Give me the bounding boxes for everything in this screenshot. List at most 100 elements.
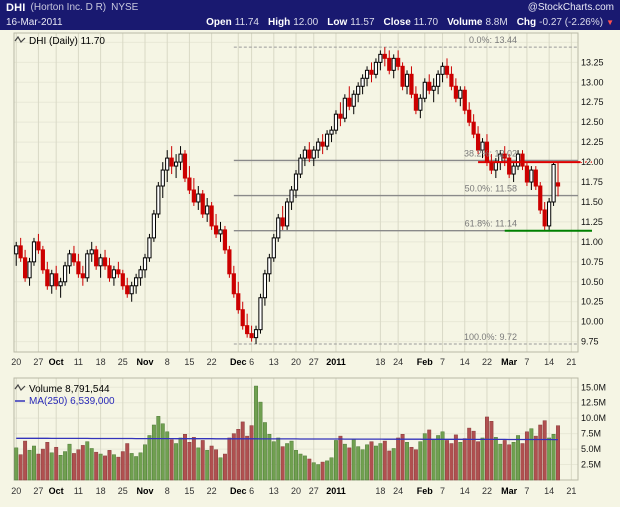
x-axis-label: 14: [544, 357, 554, 367]
candle-down: [320, 141, 325, 147]
volume-bar: [520, 443, 525, 481]
volume-bar: [116, 456, 121, 481]
volume-bar: [36, 453, 41, 481]
volume-bar: [262, 422, 267, 481]
volume-bar: [373, 445, 378, 481]
x-axis-label: 7: [524, 486, 529, 496]
candle-down: [213, 225, 219, 235]
x-axis-label: Dec: [230, 357, 247, 367]
candle-up: [173, 161, 179, 167]
candle-up: [31, 241, 37, 263]
candle-up: [285, 201, 290, 227]
candlesticks: [14, 47, 561, 345]
candle-up: [49, 273, 54, 287]
price-axis-label: 10.75: [581, 257, 604, 267]
x-axis-label: 11: [74, 486, 83, 496]
volume-bar: [547, 437, 552, 481]
candle-up: [316, 141, 321, 151]
volume-bar: [23, 440, 28, 481]
volume-bar: [524, 431, 529, 481]
field-label: Low: [327, 17, 348, 28]
candle-down: [231, 273, 236, 295]
volume-legend: Volume 8,791,544: [29, 384, 110, 395]
x-axis-label: 14: [460, 357, 470, 367]
candle-up: [529, 169, 534, 183]
fib-retracement-lines: [233, 46, 578, 345]
candle-down: [307, 149, 312, 159]
candle-up: [351, 93, 356, 107]
volume-bar: [45, 442, 50, 481]
candle-down: [107, 265, 112, 279]
price-axis-label: 10.00: [581, 317, 604, 327]
x-axis-label: Nov: [137, 357, 154, 367]
volume-bar: [471, 430, 476, 481]
candle-down: [338, 113, 343, 119]
x-axis-label: 25: [118, 486, 128, 496]
field-label: High: [268, 17, 291, 28]
x-axis-label: 6: [249, 357, 254, 367]
volume-axis-label: 15.0M: [581, 382, 606, 392]
x-axis-label: Oct: [49, 486, 64, 496]
volume-bar: [80, 445, 85, 481]
volume-bar: [209, 445, 214, 481]
candle-up: [111, 269, 117, 279]
volume-bar: [396, 437, 401, 481]
candle-down: [444, 65, 450, 75]
price-axis-label: 11.00: [581, 237, 603, 247]
candle-up: [422, 81, 427, 99]
candle-up: [302, 149, 307, 159]
candle-down: [187, 177, 192, 191]
volume-bar: [40, 448, 45, 481]
volume-bar: [196, 447, 201, 481]
volume-bar: [427, 429, 432, 481]
x-axis-label: 7: [440, 357, 445, 367]
x-axis-label: 25: [118, 357, 128, 367]
x-axis-label: 11: [74, 357, 83, 367]
stockcharts-credit: @StockCharts.com: [527, 2, 614, 13]
candle-down: [18, 245, 23, 259]
candle-up: [62, 265, 68, 283]
volume-bar: [400, 434, 405, 481]
candle-up: [293, 173, 299, 191]
quote-high: High 12.00: [268, 17, 318, 28]
volume-bar: [342, 443, 347, 481]
candle-down: [467, 109, 472, 123]
x-axis-label: 27: [309, 486, 319, 496]
volume-bar: [85, 441, 90, 481]
volume-bar: [382, 440, 387, 481]
candle-down: [102, 257, 108, 267]
x-axis-label: 20: [291, 486, 301, 496]
volume-bar: [183, 434, 187, 481]
candle-up: [89, 249, 94, 255]
volume-bar: [516, 435, 520, 481]
volume-axis-label: 5.0M: [581, 444, 601, 454]
volume-bar: [302, 455, 307, 481]
volume-bar: [285, 443, 290, 481]
volume-bar: [316, 464, 321, 481]
volume-bar: [231, 433, 236, 481]
price-axis-label: 13.00: [581, 77, 604, 87]
volume-bar: [334, 440, 338, 481]
candle-up: [178, 153, 183, 163]
volume-bar: [529, 428, 534, 481]
volume-bar: [125, 443, 130, 481]
volume-bar: [445, 440, 449, 481]
price-axis-label: 12.25: [581, 137, 604, 147]
candle-down: [182, 153, 188, 179]
candle-up: [160, 169, 165, 187]
volume-axis-label: 10.0M: [581, 413, 606, 423]
candle-down: [245, 325, 250, 335]
exchange-label: NYSE: [111, 2, 139, 13]
volume-bar: [254, 385, 258, 481]
candle-up: [129, 285, 134, 295]
field-label: Chg: [516, 17, 537, 28]
candle-down: [427, 81, 432, 91]
field-label: Volume: [447, 17, 483, 28]
candle-down: [400, 65, 405, 87]
candle-up: [391, 57, 396, 71]
candle-down: [54, 273, 59, 287]
volume-bar: [453, 434, 458, 481]
volume-bar: [458, 442, 463, 481]
quote-volume: Volume 8.8M: [447, 17, 508, 28]
